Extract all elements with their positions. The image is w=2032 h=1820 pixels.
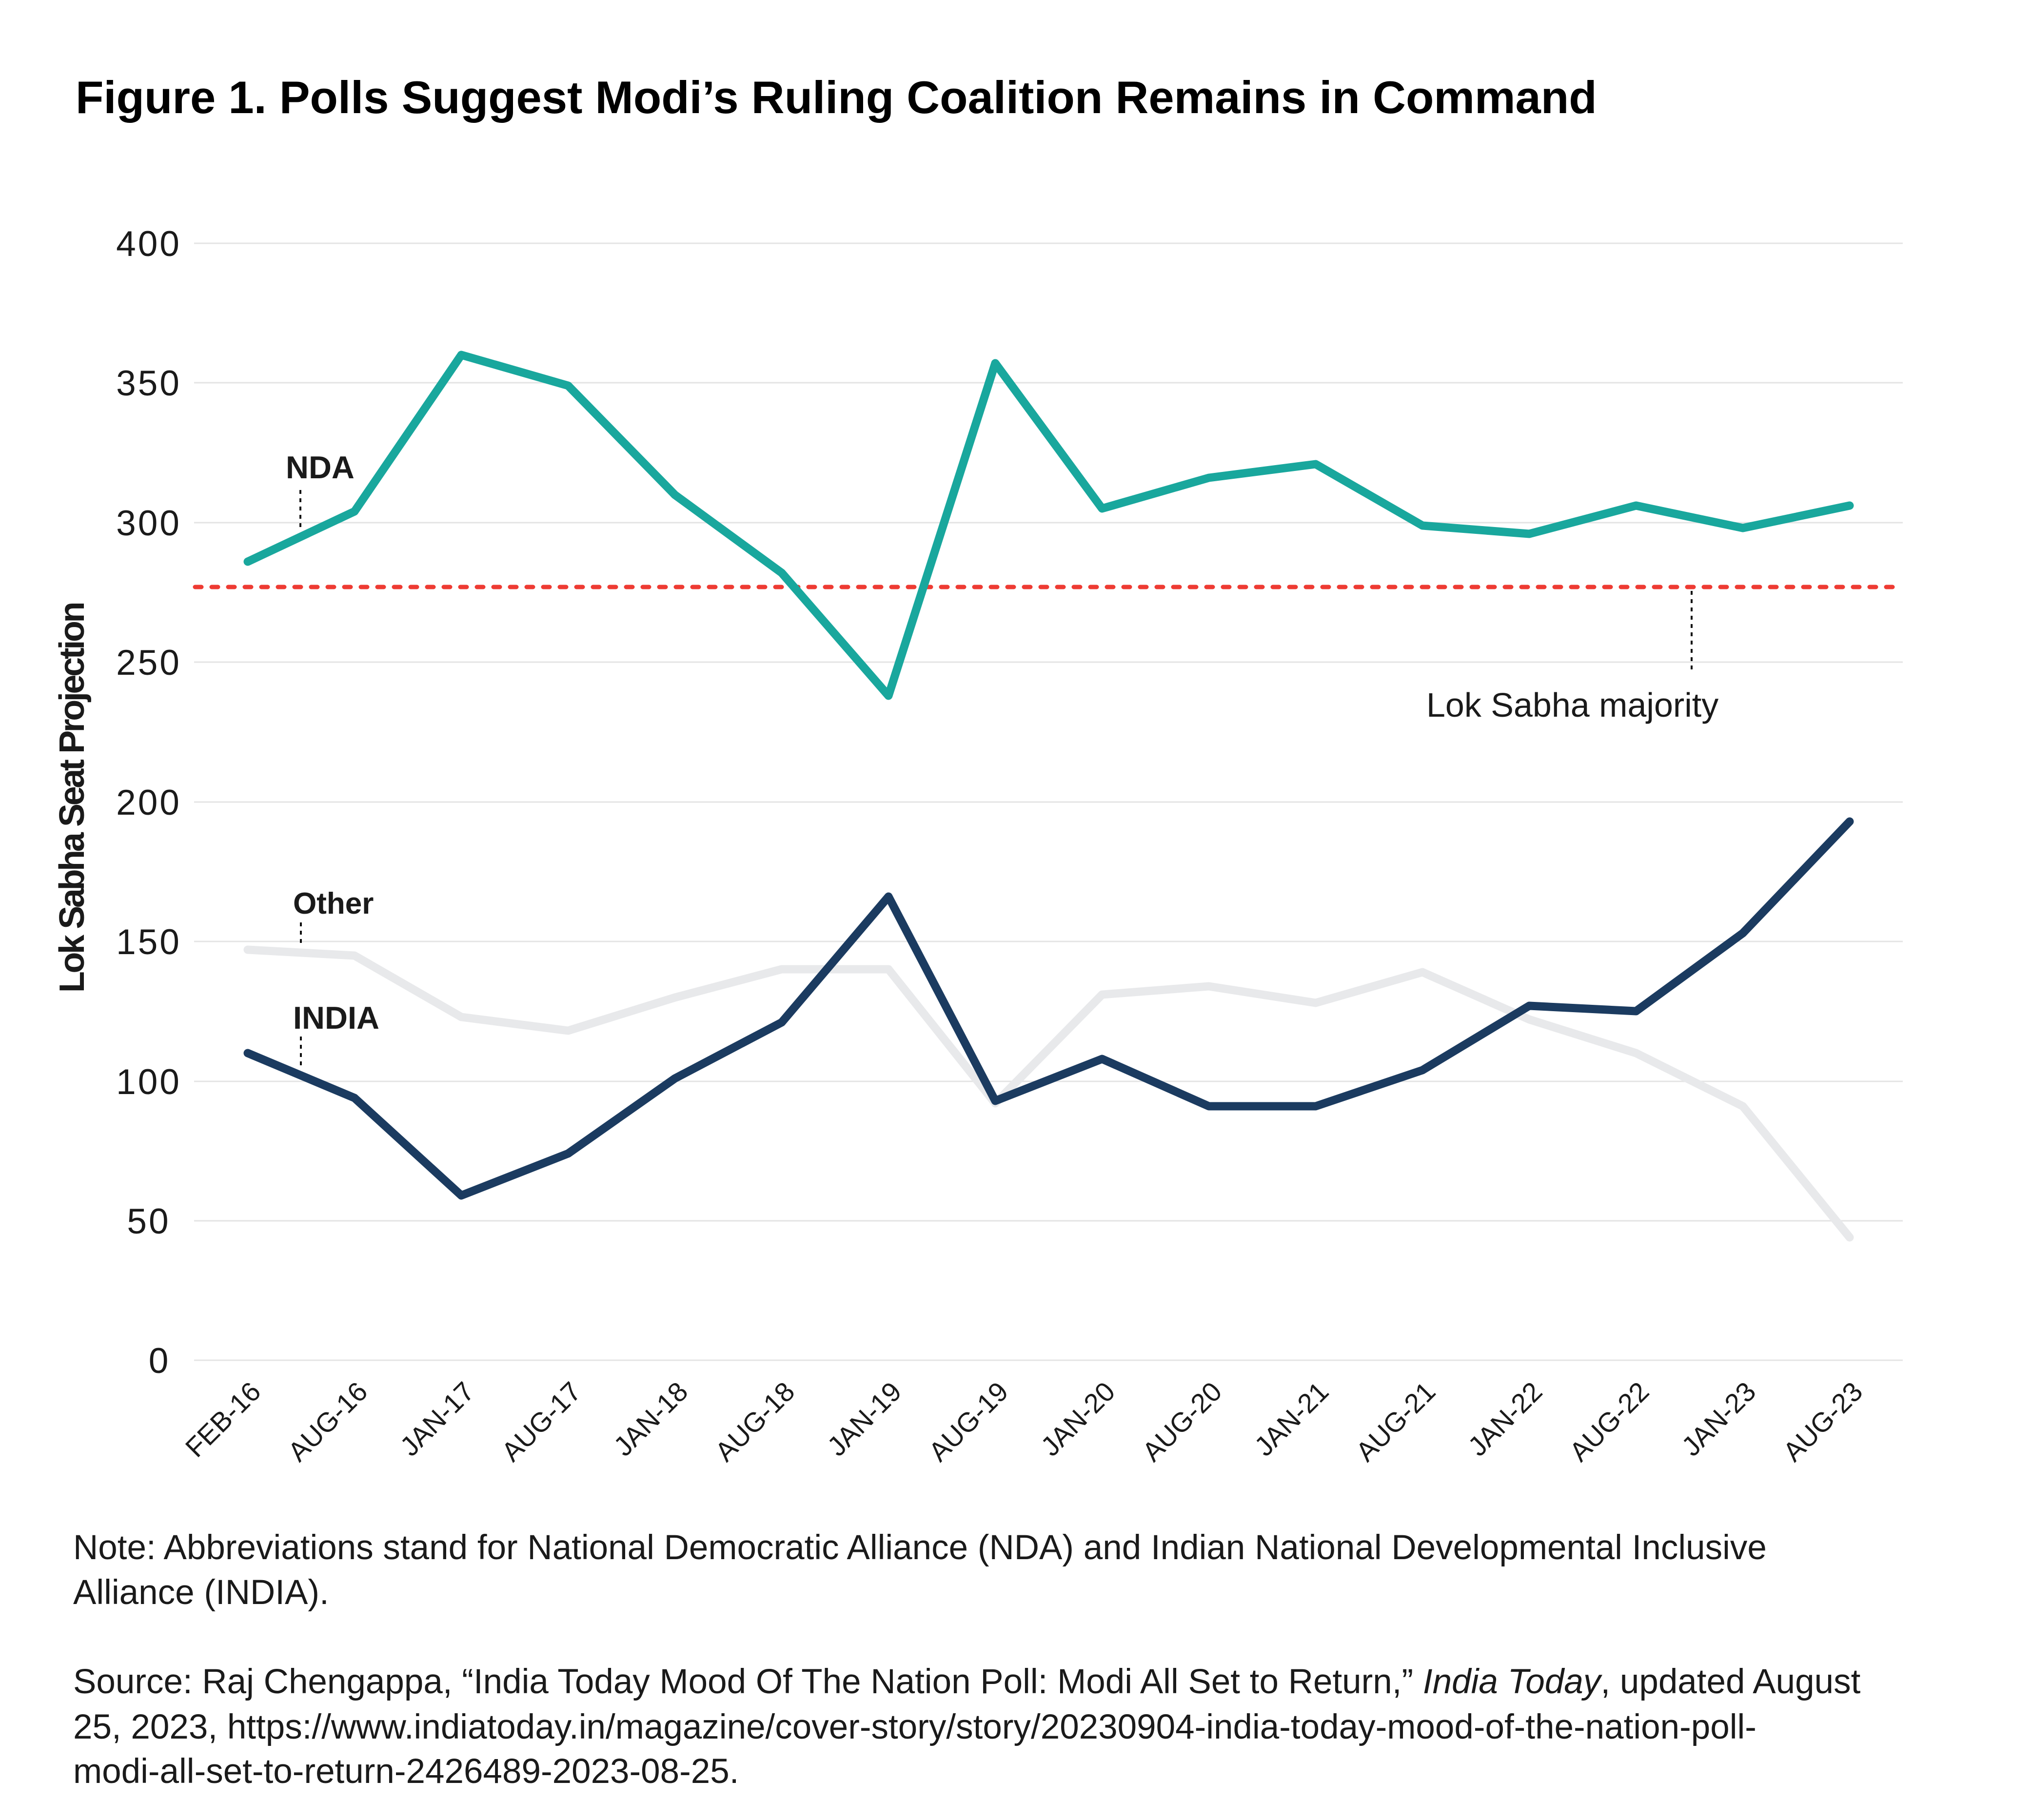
- svg-text:25, 2023, https://www.indiatod: 25, 2023, https://www.indiatoday.in/maga…: [73, 1708, 1756, 1746]
- svg-text:400: 400: [116, 224, 181, 264]
- svg-text:Lok Sabha majority: Lok Sabha majority: [1426, 686, 1718, 724]
- svg-text:250: 250: [116, 643, 181, 683]
- svg-text:150: 150: [116, 922, 181, 962]
- svg-text:Source: Raj Chengappa, “India: Source: Raj Chengappa, “India Today Mood…: [73, 1663, 1861, 1701]
- svg-text:modi-all-set-to-return-2426489: modi-all-set-to-return-2426489-2023-08-2…: [73, 1752, 739, 1791]
- svg-text:Note: Abbreviations stand for: Note: Abbreviations stand for National D…: [73, 1528, 1767, 1567]
- svg-text:350: 350: [116, 364, 181, 403]
- svg-text:300: 300: [116, 504, 181, 543]
- svg-text:100: 100: [116, 1062, 181, 1102]
- svg-text:Lok Sabha Seat Projection: Lok Sabha Seat Projection: [53, 603, 92, 993]
- svg-text:Figure 1. Polls Suggest Modi’s: Figure 1. Polls Suggest Modi’s Ruling Co…: [76, 72, 1597, 123]
- svg-text:200: 200: [116, 783, 181, 822]
- svg-text:50: 50: [127, 1202, 170, 1241]
- svg-text:0: 0: [149, 1341, 171, 1381]
- svg-text:Other: Other: [293, 887, 374, 920]
- svg-text:Alliance (INDIA).: Alliance (INDIA).: [73, 1573, 329, 1612]
- svg-text:NDA: NDA: [286, 450, 355, 485]
- svg-text:INDIA: INDIA: [293, 1000, 379, 1036]
